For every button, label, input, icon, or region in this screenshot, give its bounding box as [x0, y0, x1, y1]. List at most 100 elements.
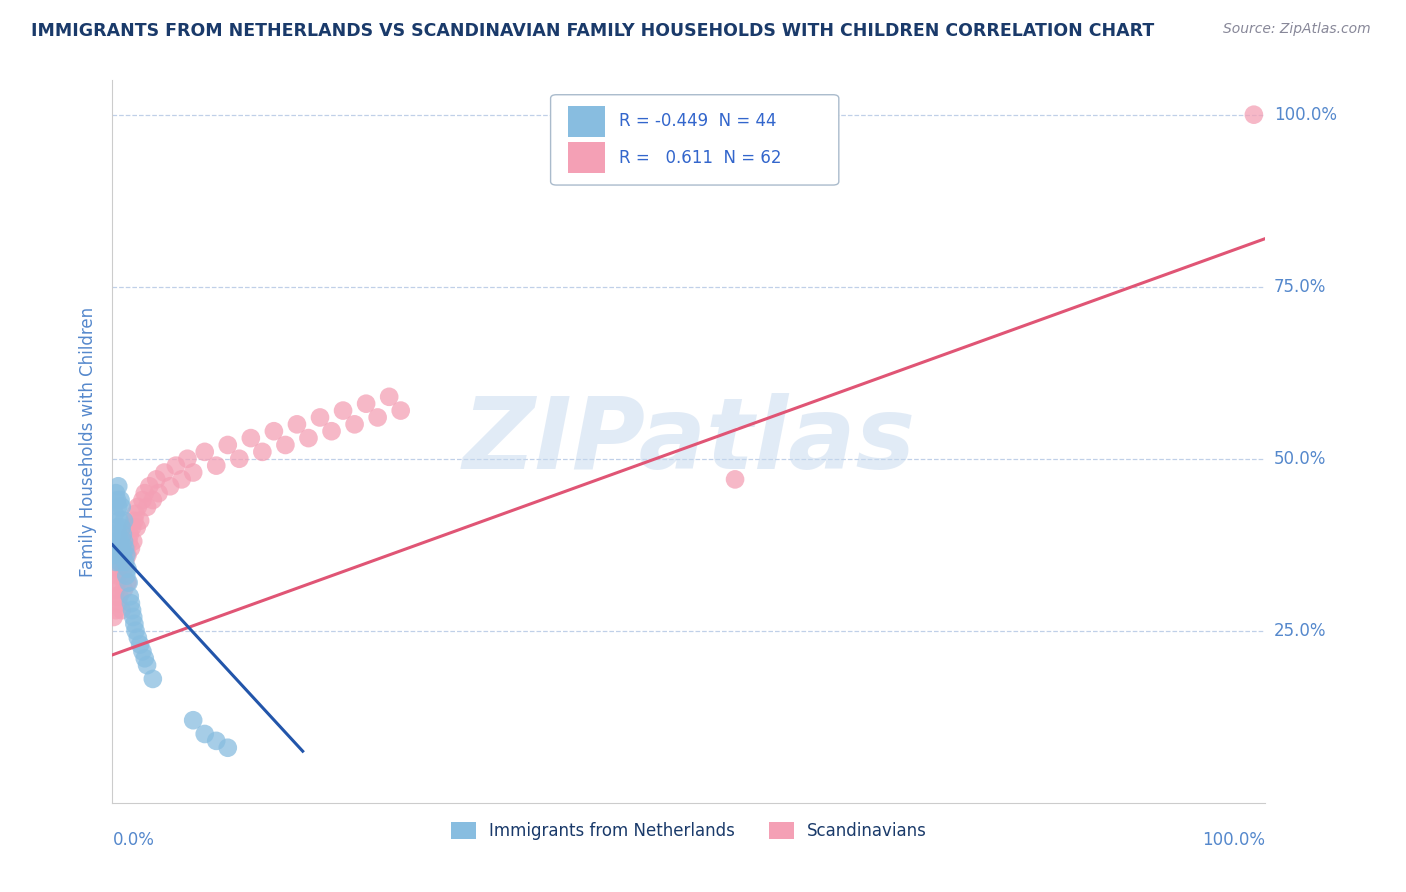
Point: [176, 451, 198, 466]
Point: [367, 410, 389, 425]
Point: [217, 438, 239, 452]
Point: [103, 610, 125, 624]
Point: [107, 568, 129, 582]
Point: [153, 466, 176, 480]
Point: [111, 527, 134, 541]
Point: [107, 479, 129, 493]
Point: [217, 740, 239, 755]
Point: [111, 541, 134, 556]
Point: [389, 403, 412, 417]
Text: 100.0%: 100.0%: [1202, 830, 1265, 848]
Text: R = -0.449  N = 44: R = -0.449 N = 44: [619, 112, 776, 130]
Text: ZIPatlas: ZIPatlas: [463, 393, 915, 490]
Point: [239, 431, 262, 445]
Point: [111, 568, 134, 582]
Point: [108, 514, 131, 528]
Point: [110, 493, 132, 508]
Point: [332, 403, 354, 417]
Point: [111, 548, 134, 562]
Point: [104, 541, 127, 556]
Bar: [568, 106, 605, 136]
Point: [114, 555, 136, 569]
Bar: [568, 143, 605, 173]
Point: [108, 555, 131, 569]
Point: [111, 520, 134, 534]
Point: [114, 555, 136, 569]
Point: [285, 417, 308, 432]
Point: [170, 472, 193, 486]
Point: [104, 590, 127, 604]
Point: [274, 438, 297, 452]
Point: [165, 458, 187, 473]
Point: [107, 500, 129, 514]
Point: [205, 458, 228, 473]
Point: [104, 486, 127, 500]
Point: [136, 500, 159, 514]
Point: [111, 548, 134, 562]
Point: [117, 575, 139, 590]
Point: [120, 596, 142, 610]
Point: [115, 568, 138, 582]
Point: [145, 472, 167, 486]
Text: 100.0%: 100.0%: [1274, 105, 1337, 124]
Point: [181, 713, 204, 727]
Point: [181, 466, 204, 480]
Point: [134, 651, 156, 665]
Point: [129, 514, 152, 528]
Point: [112, 562, 135, 576]
Point: [1243, 108, 1265, 122]
Point: [105, 493, 128, 508]
Point: [115, 548, 138, 562]
Point: [112, 514, 135, 528]
Point: [343, 417, 366, 432]
Point: [127, 500, 149, 514]
Point: [142, 493, 165, 508]
Point: [131, 493, 153, 508]
Point: [354, 397, 377, 411]
Point: [124, 616, 146, 631]
Point: [122, 534, 145, 549]
Point: [117, 575, 139, 590]
Point: [112, 582, 135, 597]
Point: [309, 410, 332, 425]
Point: [108, 562, 131, 576]
Point: [112, 534, 135, 549]
Point: [114, 541, 136, 556]
Point: [131, 644, 153, 658]
Point: [105, 575, 128, 590]
Point: [117, 534, 139, 549]
Point: [134, 486, 156, 500]
Point: [321, 424, 343, 438]
Text: Source: ZipAtlas.com: Source: ZipAtlas.com: [1223, 22, 1371, 37]
Y-axis label: Family Households with Children: Family Households with Children: [79, 307, 97, 576]
Point: [724, 472, 747, 486]
Point: [104, 555, 127, 569]
Point: [104, 534, 127, 549]
Point: [111, 603, 134, 617]
Point: [115, 541, 138, 556]
Point: [107, 527, 129, 541]
Text: 25.0%: 25.0%: [1274, 622, 1326, 640]
Text: 75.0%: 75.0%: [1274, 277, 1326, 296]
FancyBboxPatch shape: [551, 95, 839, 185]
Point: [120, 541, 142, 556]
Point: [108, 590, 131, 604]
Point: [148, 486, 170, 500]
Text: 0.0%: 0.0%: [112, 830, 155, 848]
Text: 50.0%: 50.0%: [1274, 450, 1326, 467]
Point: [111, 500, 134, 514]
Point: [110, 534, 132, 549]
Point: [124, 624, 146, 638]
Point: [104, 507, 127, 521]
Point: [138, 479, 160, 493]
Point: [103, 548, 125, 562]
Point: [378, 390, 401, 404]
Point: [297, 431, 319, 445]
Point: [127, 631, 149, 645]
Text: R =   0.611  N = 62: R = 0.611 N = 62: [619, 149, 782, 167]
Point: [104, 582, 127, 597]
Point: [117, 548, 139, 562]
Point: [252, 445, 274, 459]
Point: [104, 603, 127, 617]
Point: [110, 555, 132, 569]
